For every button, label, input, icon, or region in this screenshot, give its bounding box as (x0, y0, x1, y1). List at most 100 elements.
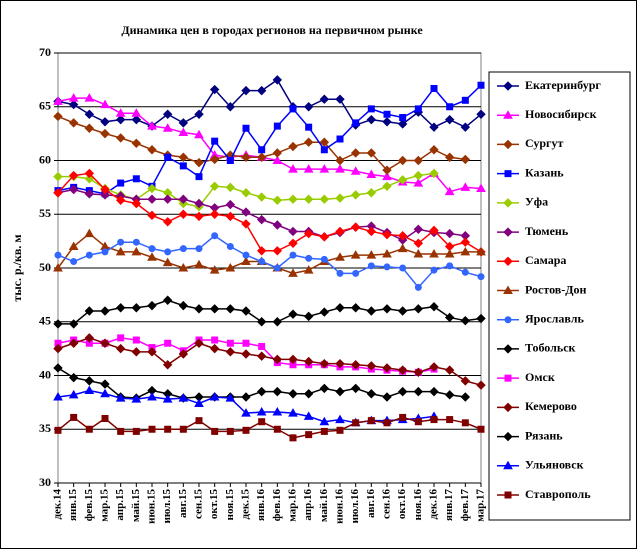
data-point (413, 304, 424, 314)
legend-marker (504, 316, 512, 324)
data-point (303, 356, 314, 367)
data-point (461, 268, 469, 276)
data-point (115, 303, 126, 313)
data-point (382, 249, 392, 258)
legend-label: Казань (525, 165, 564, 179)
data-point (53, 363, 63, 373)
data-point (288, 194, 298, 204)
chart-title: Динамика цен в городах регионов на перви… (121, 23, 423, 37)
data-point (241, 408, 251, 417)
data-point (367, 262, 375, 270)
legend-label: Рязань (525, 428, 563, 442)
legend-marker (504, 170, 512, 178)
series-line (57, 337, 482, 386)
data-point (162, 257, 173, 267)
data-point (288, 408, 298, 417)
data-point (429, 168, 439, 179)
data-point (352, 269, 360, 277)
data-point (397, 175, 408, 185)
data-point (366, 389, 377, 399)
data-point (54, 426, 62, 434)
data-point (100, 117, 110, 127)
data-point (444, 390, 455, 400)
data-point (256, 317, 267, 327)
data-point (444, 114, 455, 125)
data-point (242, 251, 250, 259)
data-point (53, 391, 63, 401)
data-point (226, 339, 234, 347)
data-point (100, 388, 110, 398)
data-point (100, 99, 110, 109)
x-tick-label: сен.16 (381, 489, 393, 519)
data-point (178, 152, 189, 162)
data-point (84, 376, 95, 386)
data-point (147, 183, 157, 194)
data-point (68, 338, 79, 348)
legend-label: Ульяновск (525, 458, 584, 472)
x-tick-label: дек.14 (52, 489, 64, 520)
x-tick-label: июн.15 (146, 489, 158, 524)
data-point (179, 425, 187, 433)
data-point (178, 118, 189, 128)
legend-marker (504, 374, 512, 382)
x-tick-label: май.15 (130, 489, 142, 523)
data-point (131, 198, 142, 209)
data-point (162, 394, 173, 403)
data-point (162, 123, 173, 132)
data-point (460, 154, 471, 165)
data-point (460, 237, 471, 247)
x-tick-label: мар.15 (99, 489, 111, 522)
data-point (178, 393, 189, 402)
data-point (241, 152, 251, 162)
data-point (336, 269, 344, 277)
data-point (288, 354, 298, 365)
data-point (382, 117, 392, 127)
data-point (303, 194, 314, 204)
data-point (446, 262, 454, 270)
data-point (115, 246, 126, 256)
data-point (319, 416, 330, 426)
data-point (147, 347, 157, 357)
data-point (242, 124, 250, 132)
data-point (68, 93, 79, 102)
data-point (84, 109, 95, 119)
data-point (335, 386, 345, 397)
legend-marker (503, 81, 513, 91)
data-point (382, 304, 392, 314)
data-point (320, 146, 328, 154)
data-point (477, 273, 485, 281)
x-tick-label: апр.16 (302, 489, 314, 521)
data-point (272, 148, 283, 158)
x-tick-label: фев.17 (459, 489, 471, 522)
data-point (162, 217, 173, 227)
data-point (335, 226, 345, 237)
data-point (319, 194, 330, 204)
data-point (399, 114, 407, 121)
data-point (100, 306, 110, 316)
legend-label: Самара (525, 253, 566, 267)
data-point (179, 162, 187, 170)
data-point (115, 195, 126, 205)
data-point (53, 111, 63, 122)
data-point (162, 194, 173, 204)
y-tick-label: 40 (39, 367, 51, 381)
data-point (131, 394, 142, 403)
data-point (429, 301, 439, 312)
data-point (413, 249, 424, 258)
series-line (57, 234, 482, 289)
legend (488, 71, 631, 521)
series-line (57, 97, 482, 193)
data-point (444, 249, 455, 258)
data-point (350, 222, 361, 232)
legend-label: Новосибирск (525, 107, 597, 121)
data-point (336, 426, 344, 434)
data-point (288, 141, 298, 152)
data-point (444, 152, 455, 162)
data-point (413, 386, 424, 397)
x-tick-label: ноя.15 (224, 489, 236, 521)
data-point (147, 252, 157, 261)
data-point (195, 417, 203, 425)
data-point (84, 123, 95, 133)
legend-marker (503, 110, 513, 119)
data-point (413, 155, 424, 166)
